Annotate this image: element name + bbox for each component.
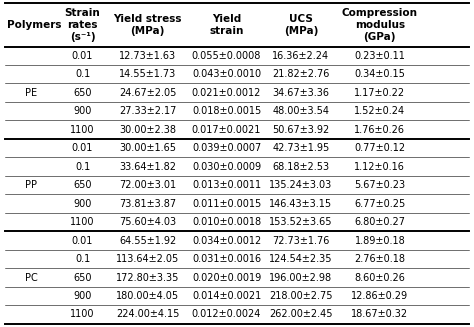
Text: 72.73±1.76: 72.73±1.76 — [272, 235, 329, 246]
Text: 900: 900 — [73, 106, 92, 116]
Text: 135.24±3.03: 135.24±3.03 — [269, 180, 332, 190]
Text: Yield stress
(MPa): Yield stress (MPa) — [113, 14, 182, 36]
Text: 8.60±0.26: 8.60±0.26 — [355, 272, 405, 283]
Text: 1100: 1100 — [70, 217, 95, 227]
Text: 0.014±0.0021: 0.014±0.0021 — [192, 291, 261, 301]
Text: 1.17±0.22: 1.17±0.22 — [354, 88, 405, 98]
Text: 21.82±2.76: 21.82±2.76 — [272, 69, 329, 79]
Text: 75.60±4.03: 75.60±4.03 — [119, 217, 176, 227]
Text: 0.010±0.0018: 0.010±0.0018 — [192, 217, 261, 227]
Text: 900: 900 — [73, 198, 92, 209]
Text: PE: PE — [26, 88, 37, 98]
Text: 16.36±2.24: 16.36±2.24 — [272, 51, 329, 61]
Text: 0.020±0.0019: 0.020±0.0019 — [192, 272, 261, 283]
Text: 0.77±0.12: 0.77±0.12 — [354, 143, 405, 153]
Text: 33.64±1.82: 33.64±1.82 — [119, 162, 176, 172]
Text: 30.00±1.65: 30.00±1.65 — [119, 143, 176, 153]
Text: 34.67±3.36: 34.67±3.36 — [273, 88, 329, 98]
Text: 1100: 1100 — [70, 309, 95, 319]
Text: Compression
modulus
(GPa): Compression modulus (GPa) — [342, 8, 418, 42]
Text: 1.89±0.18: 1.89±0.18 — [355, 235, 405, 246]
Text: 72.00±3.01: 72.00±3.01 — [119, 180, 176, 190]
Text: 30.00±2.38: 30.00±2.38 — [119, 125, 176, 135]
Text: 0.018±0.0015: 0.018±0.0015 — [192, 106, 261, 116]
Text: 650: 650 — [73, 272, 92, 283]
Text: 0.23±0.11: 0.23±0.11 — [355, 51, 405, 61]
Text: 0.043±0.0010: 0.043±0.0010 — [192, 69, 261, 79]
Text: 180.00±4.05: 180.00±4.05 — [116, 291, 179, 301]
Text: 0.01: 0.01 — [72, 51, 93, 61]
Text: Polymers: Polymers — [7, 20, 61, 30]
Text: 1.52±0.24: 1.52±0.24 — [354, 106, 405, 116]
Text: 0.013±0.0011: 0.013±0.0011 — [192, 180, 261, 190]
Text: 0.055±0.0008: 0.055±0.0008 — [192, 51, 261, 61]
Text: 18.67±0.32: 18.67±0.32 — [351, 309, 409, 319]
Text: 42.73±1.95: 42.73±1.95 — [272, 143, 329, 153]
Text: UCS
(MPa): UCS (MPa) — [283, 14, 318, 36]
Text: 1.76±0.26: 1.76±0.26 — [355, 125, 405, 135]
Text: 0.021±0.0012: 0.021±0.0012 — [192, 88, 261, 98]
Text: 5.67±0.23: 5.67±0.23 — [354, 180, 405, 190]
Text: 2.76±0.18: 2.76±0.18 — [355, 254, 405, 264]
Text: 6.80±0.27: 6.80±0.27 — [355, 217, 405, 227]
Text: 0.011±0.0015: 0.011±0.0015 — [192, 198, 261, 209]
Text: 0.031±0.0016: 0.031±0.0016 — [192, 254, 261, 264]
Text: 0.1: 0.1 — [75, 162, 90, 172]
Text: 1100: 1100 — [70, 125, 95, 135]
Text: 0.039±0.0007: 0.039±0.0007 — [192, 143, 261, 153]
Text: 224.00±4.15: 224.00±4.15 — [116, 309, 179, 319]
Text: 48.00±3.54: 48.00±3.54 — [273, 106, 329, 116]
Text: 0.34±0.15: 0.34±0.15 — [355, 69, 405, 79]
Text: 0.012±0.0024: 0.012±0.0024 — [192, 309, 261, 319]
Text: 73.81±3.87: 73.81±3.87 — [119, 198, 176, 209]
Text: 0.017±0.0021: 0.017±0.0021 — [192, 125, 261, 135]
Text: 650: 650 — [73, 88, 92, 98]
Text: 124.54±2.35: 124.54±2.35 — [269, 254, 333, 264]
Text: 218.00±2.75: 218.00±2.75 — [269, 291, 333, 301]
Text: 24.67±2.05: 24.67±2.05 — [119, 88, 176, 98]
Text: 113.64±2.05: 113.64±2.05 — [116, 254, 179, 264]
Text: 1.12±0.16: 1.12±0.16 — [355, 162, 405, 172]
Text: 12.86±0.29: 12.86±0.29 — [351, 291, 409, 301]
Text: 146.43±3.15: 146.43±3.15 — [269, 198, 332, 209]
Text: 64.55±1.92: 64.55±1.92 — [119, 235, 176, 246]
Text: 0.034±0.0012: 0.034±0.0012 — [192, 235, 261, 246]
Text: 0.1: 0.1 — [75, 69, 90, 79]
Text: PP: PP — [26, 180, 37, 190]
Text: 196.00±2.98: 196.00±2.98 — [269, 272, 332, 283]
Text: Yield
strain: Yield strain — [210, 14, 244, 36]
Text: 262.00±2.45: 262.00±2.45 — [269, 309, 333, 319]
Text: 6.77±0.25: 6.77±0.25 — [354, 198, 405, 209]
Text: 27.33±2.17: 27.33±2.17 — [119, 106, 176, 116]
Text: PC: PC — [25, 272, 38, 283]
Text: 12.73±1.63: 12.73±1.63 — [119, 51, 176, 61]
Text: 172.80±3.35: 172.80±3.35 — [116, 272, 179, 283]
Text: Strain
rates
(s⁻¹): Strain rates (s⁻¹) — [64, 8, 100, 42]
Text: 0.1: 0.1 — [75, 254, 90, 264]
Text: 14.55±1.73: 14.55±1.73 — [119, 69, 176, 79]
Text: 900: 900 — [73, 291, 92, 301]
Text: 0.01: 0.01 — [72, 143, 93, 153]
Text: 0.030±0.0009: 0.030±0.0009 — [192, 162, 261, 172]
Text: 68.18±2.53: 68.18±2.53 — [272, 162, 329, 172]
Text: 50.67±3.92: 50.67±3.92 — [272, 125, 329, 135]
Text: 650: 650 — [73, 180, 92, 190]
Text: 153.52±3.65: 153.52±3.65 — [269, 217, 333, 227]
Text: 0.01: 0.01 — [72, 235, 93, 246]
